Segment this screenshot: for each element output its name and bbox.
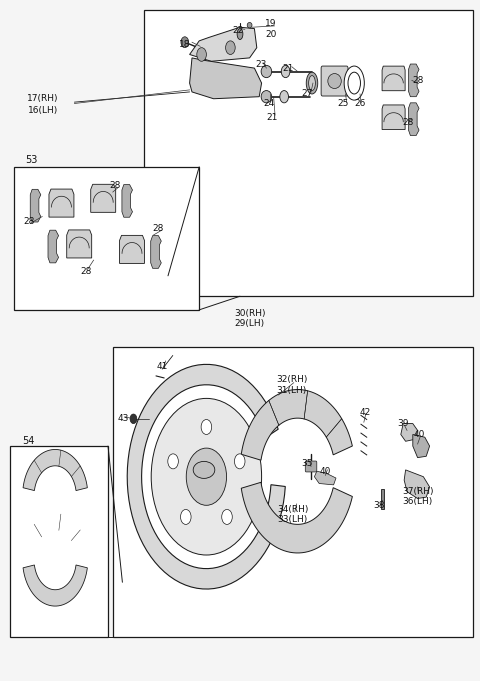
FancyBboxPatch shape bbox=[305, 461, 317, 472]
Ellipse shape bbox=[281, 65, 290, 78]
Polygon shape bbox=[49, 189, 74, 217]
Polygon shape bbox=[382, 105, 405, 129]
Circle shape bbox=[181, 37, 189, 48]
Ellipse shape bbox=[348, 72, 360, 94]
Text: 54: 54 bbox=[23, 437, 35, 446]
Bar bbox=[144, 10, 473, 296]
Bar bbox=[113, 347, 473, 637]
Text: 39: 39 bbox=[397, 419, 409, 428]
Polygon shape bbox=[120, 236, 144, 264]
Polygon shape bbox=[30, 189, 41, 222]
Text: 20: 20 bbox=[265, 29, 277, 39]
Ellipse shape bbox=[261, 91, 272, 103]
Text: 26: 26 bbox=[354, 99, 366, 108]
Ellipse shape bbox=[237, 29, 243, 39]
Polygon shape bbox=[382, 66, 405, 91]
Text: 17(RH): 17(RH) bbox=[27, 94, 59, 104]
Polygon shape bbox=[408, 64, 419, 97]
Bar bbox=[14, 167, 199, 310]
Text: 43: 43 bbox=[117, 414, 129, 424]
Polygon shape bbox=[314, 471, 336, 485]
Polygon shape bbox=[48, 230, 59, 263]
Text: 21: 21 bbox=[282, 63, 294, 73]
Bar bbox=[10, 446, 108, 637]
Ellipse shape bbox=[344, 66, 364, 100]
Text: 38: 38 bbox=[373, 501, 385, 510]
Polygon shape bbox=[127, 364, 285, 589]
Text: 28: 28 bbox=[23, 217, 35, 226]
Polygon shape bbox=[67, 230, 92, 258]
Bar bbox=[381, 489, 384, 509]
Ellipse shape bbox=[306, 72, 318, 94]
Text: 27: 27 bbox=[301, 89, 313, 99]
Polygon shape bbox=[23, 565, 87, 606]
Text: 22: 22 bbox=[232, 26, 243, 35]
Text: 18: 18 bbox=[179, 39, 191, 49]
Ellipse shape bbox=[309, 76, 315, 91]
Text: 19: 19 bbox=[265, 19, 277, 29]
Polygon shape bbox=[241, 482, 352, 553]
Text: 35: 35 bbox=[301, 458, 313, 468]
Circle shape bbox=[226, 41, 235, 54]
Circle shape bbox=[130, 414, 137, 424]
Circle shape bbox=[180, 509, 191, 524]
Text: 23: 23 bbox=[255, 60, 266, 69]
Text: 40: 40 bbox=[413, 430, 425, 439]
Ellipse shape bbox=[328, 74, 341, 89]
Polygon shape bbox=[190, 58, 262, 99]
Circle shape bbox=[151, 398, 262, 555]
Text: 32(RH): 32(RH) bbox=[276, 375, 308, 385]
Polygon shape bbox=[401, 424, 418, 441]
Circle shape bbox=[222, 509, 232, 524]
Polygon shape bbox=[404, 470, 430, 498]
Text: 28: 28 bbox=[402, 118, 414, 127]
Circle shape bbox=[234, 454, 245, 469]
Polygon shape bbox=[413, 434, 430, 458]
Circle shape bbox=[186, 448, 227, 505]
Text: 33(LH): 33(LH) bbox=[277, 515, 308, 524]
Polygon shape bbox=[151, 236, 161, 268]
Text: 28: 28 bbox=[109, 180, 121, 190]
FancyBboxPatch shape bbox=[321, 66, 348, 96]
Text: 53: 53 bbox=[25, 155, 37, 165]
Text: 24: 24 bbox=[263, 99, 275, 108]
Text: 37(RH): 37(RH) bbox=[402, 487, 433, 496]
Text: 28: 28 bbox=[412, 76, 423, 85]
Text: 21: 21 bbox=[266, 112, 278, 122]
Text: 42: 42 bbox=[359, 407, 371, 417]
Polygon shape bbox=[241, 390, 352, 460]
Text: 34(RH): 34(RH) bbox=[277, 505, 309, 514]
Ellipse shape bbox=[193, 462, 215, 479]
Ellipse shape bbox=[247, 22, 252, 28]
Text: 25: 25 bbox=[337, 99, 349, 108]
Text: 40: 40 bbox=[320, 466, 331, 476]
Ellipse shape bbox=[261, 65, 272, 78]
Text: 28: 28 bbox=[153, 223, 164, 233]
Ellipse shape bbox=[280, 91, 288, 103]
Text: 31(LH): 31(LH) bbox=[276, 385, 307, 395]
Polygon shape bbox=[91, 185, 116, 212]
Text: 41: 41 bbox=[156, 362, 168, 371]
Polygon shape bbox=[408, 103, 419, 136]
Circle shape bbox=[197, 48, 206, 61]
Polygon shape bbox=[190, 27, 257, 61]
Text: 28: 28 bbox=[81, 266, 92, 276]
Circle shape bbox=[201, 419, 212, 434]
Text: 36(LH): 36(LH) bbox=[402, 497, 433, 507]
Text: 29(LH): 29(LH) bbox=[235, 319, 264, 328]
Polygon shape bbox=[122, 185, 132, 217]
Circle shape bbox=[168, 454, 179, 469]
Text: 30(RH): 30(RH) bbox=[234, 308, 265, 318]
Text: 16(LH): 16(LH) bbox=[28, 106, 59, 115]
Polygon shape bbox=[23, 449, 87, 490]
